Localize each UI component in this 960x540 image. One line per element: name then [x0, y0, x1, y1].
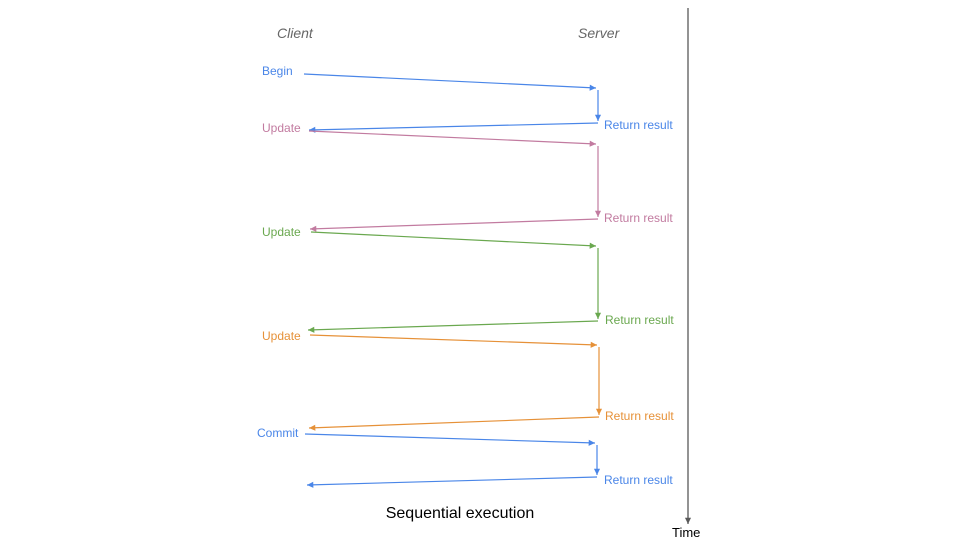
message-label-update-3: Update	[262, 329, 301, 343]
response-arrow-begin	[308, 122, 599, 133]
request-arrow-update-2	[310, 231, 597, 249]
client-lifeline-header: Client	[277, 25, 313, 41]
time-axis-line	[684, 8, 692, 524]
diagram-caption: Sequential execution	[385, 505, 535, 522]
return-result-label-begin: Return result	[604, 118, 673, 132]
time-axis-label: Time	[672, 525, 701, 540]
return-result-label-update-2: Return result	[605, 313, 674, 327]
message-label-update-1: Update	[262, 121, 301, 135]
request-arrow-update-3	[309, 334, 598, 348]
request-arrow-commit	[304, 433, 596, 446]
response-arrow-commit	[306, 476, 598, 488]
server-processing-line-commit	[593, 445, 601, 475]
return-result-label-commit: Return result	[604, 473, 673, 487]
request-arrow-update-1	[308, 130, 597, 147]
message-label-update-2: Update	[262, 225, 301, 239]
server-processing-line-begin	[594, 90, 602, 121]
message-label-commit: Commit	[257, 426, 299, 440]
server-processing-line-update-2	[594, 248, 602, 319]
server-processing-line-update-3	[595, 347, 603, 415]
server-lifeline-header: Server	[578, 25, 620, 41]
return-result-label-update-1: Return result	[604, 211, 673, 225]
response-arrow-update-3	[308, 416, 600, 431]
response-arrow-update-1	[309, 218, 599, 232]
response-arrow-update-2	[307, 320, 599, 333]
request-arrow-begin	[303, 73, 597, 91]
message-label-begin: Begin	[262, 64, 293, 78]
return-result-label-update-3: Return result	[605, 409, 674, 423]
server-processing-line-update-1	[594, 146, 602, 217]
